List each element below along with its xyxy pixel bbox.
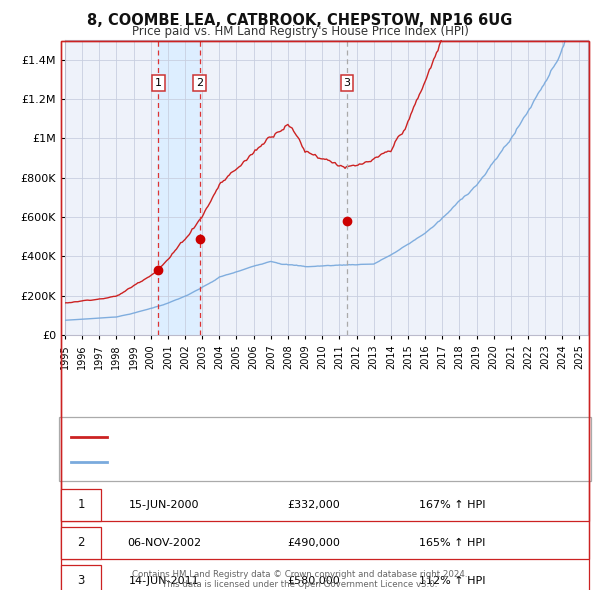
Text: £490,000: £490,000 — [287, 538, 340, 548]
Text: 14-JUN-2011: 14-JUN-2011 — [128, 576, 199, 586]
Text: 8, COOMBE LEA, CATBROOK, CHEPSTOW, NP16 6UG (detached house): 8, COOMBE LEA, CATBROOK, CHEPSTOW, NP16 … — [113, 432, 479, 442]
Text: 3: 3 — [344, 78, 350, 88]
Text: 2: 2 — [196, 78, 203, 88]
Bar — [158, 40, 200, 335]
Text: 1: 1 — [77, 499, 85, 512]
Text: 165% ↑ HPI: 165% ↑ HPI — [419, 538, 485, 548]
Text: 167% ↑ HPI: 167% ↑ HPI — [419, 500, 485, 510]
Text: 112% ↑ HPI: 112% ↑ HPI — [419, 576, 485, 586]
Text: 15-JUN-2000: 15-JUN-2000 — [129, 500, 199, 510]
Text: This data is licensed under the Open Government Licence v3.0.: This data is licensed under the Open Gov… — [163, 579, 437, 589]
Text: £332,000: £332,000 — [287, 500, 340, 510]
Text: Contains HM Land Registry data © Crown copyright and database right 2024.: Contains HM Land Registry data © Crown c… — [132, 570, 468, 579]
Text: Price paid vs. HM Land Registry's House Price Index (HPI): Price paid vs. HM Land Registry's House … — [131, 25, 469, 38]
Text: £580,000: £580,000 — [287, 576, 340, 586]
Text: 2: 2 — [77, 536, 85, 549]
Text: 3: 3 — [77, 575, 85, 588]
Text: 1: 1 — [155, 78, 162, 88]
Text: 8, COOMBE LEA, CATBROOK, CHEPSTOW, NP16 6UG: 8, COOMBE LEA, CATBROOK, CHEPSTOW, NP16 … — [88, 13, 512, 28]
Text: 06-NOV-2002: 06-NOV-2002 — [127, 538, 201, 548]
Text: HPI: Average price, detached house, Monmouthshire: HPI: Average price, detached house, Monm… — [113, 457, 387, 467]
